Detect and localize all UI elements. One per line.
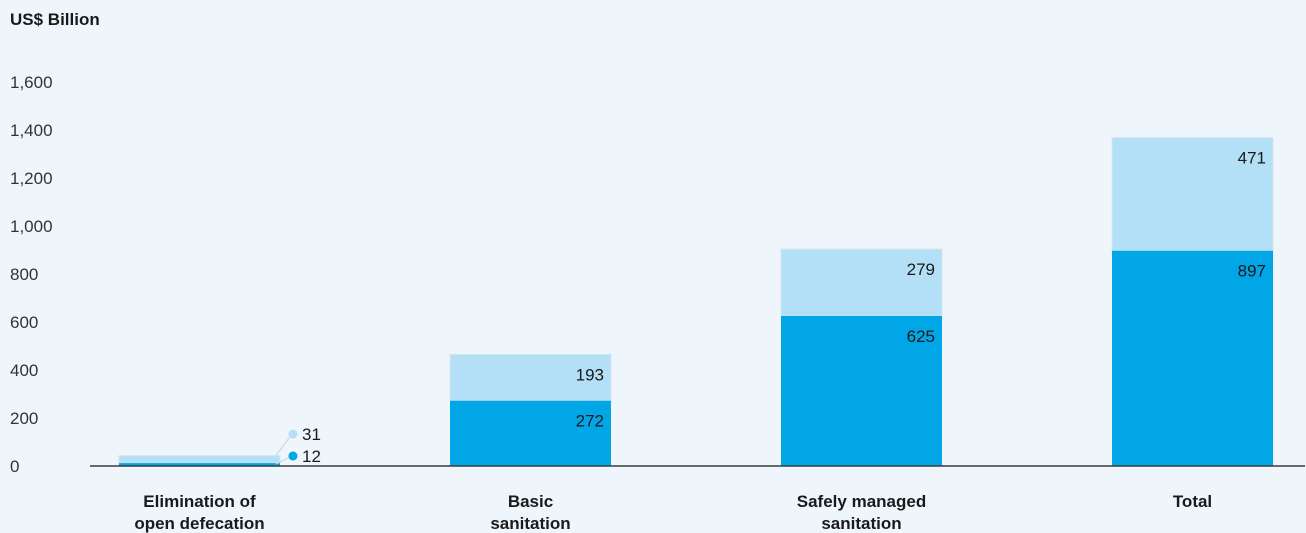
callout-dot-upper	[288, 429, 298, 439]
bars	[118, 137, 1274, 466]
callout-line-upper	[275, 433, 293, 457]
data-label-lower: 12	[302, 447, 321, 466]
x-category-label: open defecation	[134, 514, 264, 533]
y-tick-label: 1,200	[10, 169, 53, 188]
data-label-lower: 897	[1238, 262, 1266, 281]
callout-dot-lower	[288, 451, 298, 461]
y-tick-label: 0	[10, 457, 19, 476]
bar-segment-lower	[119, 463, 280, 466]
data-label-upper: 31	[302, 425, 321, 444]
data-label-upper: 193	[576, 365, 604, 384]
data-labels: 31 12 193 272 279 625 471 897	[275, 149, 1266, 466]
bar-segment-upper	[1111, 137, 1274, 252]
y-tick-label: 1,400	[10, 121, 53, 140]
bar-segment-upper	[118, 455, 281, 464]
y-tick-label: 600	[10, 313, 38, 332]
bar-segment-upper	[780, 248, 943, 317]
y-tick-label: 1,600	[10, 73, 53, 92]
y-tick-label: 200	[10, 409, 38, 428]
y-tick-label: 400	[10, 361, 38, 380]
y-tick-label: 1,000	[10, 217, 53, 236]
y-axis-ticks: 0 200 400 600 800 1,000 1,200 1,400 1,600	[10, 73, 53, 476]
x-category-label: Total	[1173, 492, 1212, 511]
x-category-label: Elimination of	[143, 492, 256, 511]
x-category-label: sanitation	[821, 514, 901, 533]
x-category-label: Safely managed	[797, 492, 926, 511]
y-axis-label: US$ Billion	[10, 10, 100, 29]
y-tick-label: 800	[10, 265, 38, 284]
x-category-label: sanitation	[490, 514, 570, 533]
bar-segment-lower	[1112, 250, 1273, 466]
bar-segment-lower	[450, 400, 611, 466]
data-label-lower: 272	[576, 412, 604, 431]
data-label-lower: 625	[907, 327, 935, 346]
bar-segment-lower	[781, 316, 942, 466]
data-label-upper: 279	[907, 260, 935, 279]
x-category-label: Basic	[508, 492, 553, 511]
data-label-upper: 471	[1238, 149, 1266, 168]
category-labels: Elimination of open defecation Basic sanita…	[134, 492, 1212, 533]
